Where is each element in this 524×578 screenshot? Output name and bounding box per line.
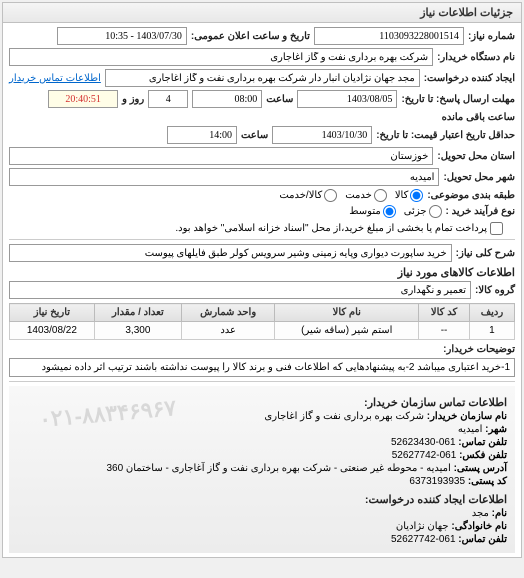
province-label: استان محل تحویل: (437, 151, 515, 162)
panel-title: جزئیات اطلاعات نیاز (3, 3, 521, 23)
classify-radio-group: کالا خدمت کالا/خدمت (279, 189, 423, 202)
col-row-no: ردیف (469, 304, 514, 322)
deadline-time-field[interactable] (192, 90, 262, 108)
need-details-panel: جزئیات اطلاعات نیاز شماره نیاز: تاریخ و … (2, 2, 522, 558)
classify-service-radio[interactable]: خدمت (345, 189, 387, 202)
deadline-date-field[interactable] (297, 90, 397, 108)
creator-field[interactable] (105, 69, 420, 87)
cell-unit: عدد (181, 322, 274, 340)
row-province: استان محل تحویل: (9, 147, 515, 165)
row-group: گروه کالا: (9, 281, 515, 299)
deadline-label: مهلت ارسال پاسخ: تا تاریخ: (401, 94, 515, 105)
buytype-small-radio[interactable]: جزئی (404, 205, 442, 218)
request-no-label: شماره نیاز: (468, 31, 515, 42)
announce-field[interactable] (57, 27, 187, 45)
row-need-title: شرح کلی نیاز: (9, 244, 515, 262)
separator (9, 239, 515, 240)
payment-checkbox[interactable]: پرداخت تمام یا بخشی از مبلغ خرید،از محل … (175, 222, 503, 235)
classify-both-radio[interactable]: کالا/خدمت (279, 189, 337, 202)
city-field[interactable] (9, 168, 439, 186)
cell-code: -- (419, 322, 470, 340)
need-title-field[interactable] (9, 244, 452, 262)
buyer-contact-block: ۰۲۱-۸۸۳۴۶۹۶۷ اطلاعات تماس سازمان خریدار:… (9, 386, 515, 553)
validity-time-field[interactable] (167, 126, 237, 144)
creator-phone-line: تلفن تماس: 061-52627742 (17, 534, 507, 545)
creator-label: ایجاد کننده درخواست: (424, 73, 515, 84)
col-unit: واحد شمارش (181, 304, 274, 322)
cell-qty: 3,300 (94, 322, 181, 340)
contact-section-title: اطلاعات تماس سازمان خریدار: (17, 396, 507, 409)
buyer-org-label: نام دستگاه خریدار: (437, 52, 515, 63)
goods-table: ردیف کد کالا نام کالا واحد شمارش تعداد /… (9, 303, 515, 340)
contact-city-line: شهر: امیدیه (17, 424, 507, 435)
creator-contact-title: اطلاعات ایجاد کننده درخواست: (17, 493, 507, 506)
province-field[interactable] (9, 147, 433, 165)
classify-label: طبقه بندی موضوعی: (427, 190, 515, 201)
cell-row-no: 1 (469, 322, 514, 340)
row-buyer-org: نام دستگاه خریدار: (9, 48, 515, 66)
contact-phone-line: تلفن تماس: 061-52623430 (17, 437, 507, 448)
separator-2 (9, 381, 515, 382)
row-deadline: مهلت ارسال پاسخ: تا تاریخ: ساعت روز و سا… (9, 90, 515, 123)
creator-lname-line: نام خانوادگی: جهان نژادیان (17, 521, 507, 532)
remaining-days-field (148, 90, 188, 108)
announce-label: تاریخ و ساعت اعلان عمومی: (191, 31, 310, 42)
buyer-remarks-field: 1-خرید اعتباری میباشد 2-به پیشنهادهایی ک… (9, 358, 515, 377)
buytype-radio-group: جزئی متوسط (349, 205, 441, 218)
col-date: تاریخ نیاز (10, 304, 95, 322)
cell-name: استم شیر (ساقه شیر) (275, 322, 419, 340)
goods-section-title: اطلاعات کالاهای مورد نیاز (9, 266, 515, 279)
buyer-org-field[interactable] (9, 48, 433, 66)
row-validity: حداقل تاریخ اعتبار قیمت: تا تاریخ: ساعت (9, 126, 515, 144)
buytype-label: نوع فرآیند خرید : (446, 206, 515, 217)
group-field[interactable] (9, 281, 471, 299)
table-row[interactable]: 1 -- استم شیر (ساقه شیر) عدد 3,300 1403/… (10, 322, 515, 340)
cell-date: 1403/08/22 (10, 322, 95, 340)
remarks-label: توضیحات خریدار: (443, 344, 515, 355)
row-remarks: توضیحات خریدار: (9, 344, 515, 355)
row-creator: ایجاد کننده درخواست: اطلاعات تماس خریدار (9, 69, 515, 87)
remaining-suffix: ساعت باقی مانده (442, 112, 515, 123)
row-city: شهر محل تحویل: (9, 168, 515, 186)
city-label: شهر محل تحویل: (443, 172, 515, 183)
row-request-no: شماره نیاز: تاریخ و ساعت اعلان عمومی: (9, 27, 515, 45)
panel-body: شماره نیاز: تاریخ و ساعت اعلان عمومی: نا… (3, 23, 521, 557)
contact-org-line: نام سازمان خریدار: شرکت بهره برداری نفت … (17, 411, 507, 422)
row-classify: طبقه بندی موضوعی: کالا خدمت کالا/خدمت (9, 189, 515, 202)
col-qty: تعداد / مقدار (94, 304, 181, 322)
group-label: گروه کالا: (475, 285, 515, 296)
contact-postcode-line: کد پستی: 6373193935 (17, 476, 507, 487)
remaining-days-label: روز و (122, 94, 144, 105)
validity-date-field[interactable] (272, 126, 372, 144)
validity-label: حداقل تاریخ اعتبار قیمت: تا تاریخ: (376, 130, 515, 141)
col-name: نام کالا (275, 304, 419, 322)
row-buytype: نوع فرآیند خرید : جزئی متوسط پرداخت تمام… (9, 205, 515, 235)
contact-fax-line: تلفن فکس: 061-52627742 (17, 450, 507, 461)
buytype-medium-radio[interactable]: متوسط (349, 205, 395, 218)
col-code: کد کالا (419, 304, 470, 322)
validity-time-label: ساعت (241, 130, 268, 141)
remaining-timer-field (48, 90, 118, 108)
request-no-field[interactable] (314, 27, 464, 45)
deadline-time-label: ساعت (266, 94, 293, 105)
need-title-label: شرح کلی نیاز: (456, 248, 515, 259)
buyer-contact-link[interactable]: اطلاعات تماس خریدار (9, 73, 101, 84)
table-header-row: ردیف کد کالا نام کالا واحد شمارش تعداد /… (10, 304, 515, 322)
contact-addr-line: آدرس پستی: امیدیه - محوطه غیر صنعتی - شر… (17, 463, 507, 474)
classify-goods-radio[interactable]: کالا (395, 189, 424, 202)
creator-fname-line: نام: مجد (17, 508, 507, 519)
